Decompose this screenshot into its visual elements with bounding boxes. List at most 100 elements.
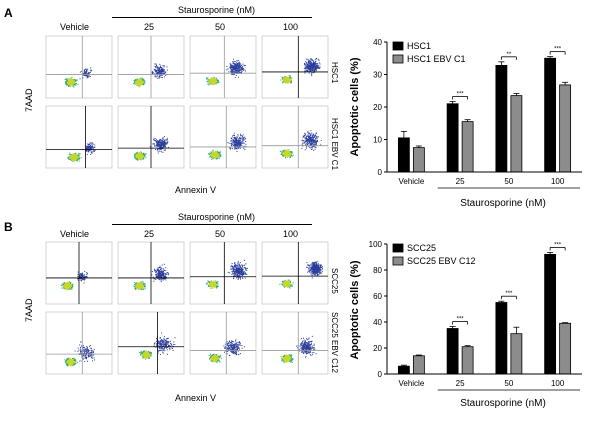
flow-dot bbox=[319, 67, 321, 69]
flow-dot bbox=[315, 141, 317, 143]
flow-dot bbox=[312, 69, 314, 71]
flow-dot bbox=[310, 130, 312, 132]
flow-dot bbox=[149, 146, 151, 148]
flow-dot bbox=[237, 63, 239, 65]
flow-dot bbox=[228, 142, 230, 144]
flow-dot bbox=[86, 150, 88, 152]
flow-dot bbox=[214, 153, 216, 155]
flow-dot bbox=[157, 77, 159, 79]
flow-dot bbox=[135, 155, 137, 157]
flow-dot bbox=[315, 142, 317, 144]
flow-dot bbox=[315, 138, 317, 140]
flow-dot bbox=[70, 78, 72, 80]
flow-dot bbox=[236, 71, 238, 73]
flow-dot bbox=[310, 140, 312, 142]
flow-dot bbox=[304, 64, 306, 66]
flow-dot bbox=[284, 151, 286, 153]
flow-dot bbox=[238, 147, 240, 149]
flow-dot bbox=[215, 79, 217, 81]
flow-dot bbox=[240, 135, 242, 137]
flow-dot bbox=[89, 71, 91, 73]
flow-dot bbox=[163, 72, 165, 74]
flow-dot bbox=[87, 77, 89, 79]
flow-dot bbox=[63, 285, 65, 287]
flow-dot bbox=[136, 158, 138, 160]
flow-dot bbox=[311, 66, 313, 68]
flow-dot bbox=[236, 143, 238, 145]
flow-dot bbox=[290, 156, 292, 158]
flow-dot bbox=[162, 137, 164, 139]
flow-dot bbox=[91, 142, 93, 144]
flow-dot bbox=[232, 62, 234, 64]
flow-dot bbox=[138, 79, 140, 81]
flow-dot bbox=[308, 132, 310, 134]
flow-dot bbox=[229, 63, 231, 65]
flow-dot bbox=[165, 139, 167, 141]
flow-dot bbox=[70, 281, 72, 283]
flow-dot bbox=[218, 155, 220, 157]
flow-dot bbox=[141, 154, 143, 156]
flow-dot bbox=[86, 273, 88, 275]
flow-dot bbox=[285, 82, 287, 84]
flow-dot bbox=[135, 156, 137, 158]
flow-dot bbox=[85, 68, 87, 70]
flow-dot bbox=[211, 155, 213, 157]
flow-dot bbox=[71, 157, 73, 159]
flow-dot bbox=[234, 66, 236, 68]
flow-dot bbox=[208, 84, 210, 86]
flow-dot bbox=[243, 145, 245, 147]
flow-dot bbox=[311, 70, 313, 72]
flow-dot bbox=[283, 154, 285, 156]
flow-dot bbox=[303, 140, 305, 142]
flow-dot bbox=[279, 150, 281, 152]
flow-dot bbox=[219, 156, 221, 158]
flow-dot bbox=[90, 147, 92, 149]
flow-dot bbox=[166, 137, 168, 139]
flow-dot bbox=[66, 286, 68, 288]
flow-dot bbox=[290, 77, 292, 79]
flow-dot bbox=[310, 63, 312, 65]
flow-dot bbox=[91, 152, 93, 154]
chart-a-ytick-label: 30 bbox=[373, 71, 382, 80]
flow-dot bbox=[301, 142, 303, 144]
flow-dot bbox=[161, 74, 163, 76]
flow-dot bbox=[162, 139, 164, 141]
flow-dot bbox=[67, 288, 69, 290]
flow-dot bbox=[243, 147, 245, 149]
flow-dot bbox=[238, 70, 240, 72]
flow-dot bbox=[65, 282, 67, 284]
flow-dot bbox=[72, 161, 74, 163]
flow-dot bbox=[82, 74, 84, 76]
flow-dot bbox=[155, 144, 157, 146]
flow-dot bbox=[216, 154, 218, 156]
flow-dot bbox=[283, 151, 285, 153]
flow-dot bbox=[218, 81, 220, 83]
flow-dot bbox=[90, 67, 92, 69]
flow-dot bbox=[231, 141, 233, 143]
flow-dot bbox=[244, 149, 246, 151]
flow-dot bbox=[309, 141, 311, 143]
flow-dot bbox=[155, 63, 157, 65]
flow-dot bbox=[240, 139, 242, 141]
flow-dot bbox=[308, 69, 310, 71]
flow-dot bbox=[235, 71, 237, 73]
flow-dot bbox=[239, 133, 241, 135]
flow-dot bbox=[158, 66, 160, 68]
flow-dot bbox=[139, 84, 141, 86]
flow-dot bbox=[160, 145, 162, 147]
flow-dot bbox=[234, 67, 236, 69]
flow-dot bbox=[62, 286, 64, 288]
flow-dot bbox=[88, 149, 90, 151]
flow-dot bbox=[74, 153, 76, 155]
flow-dot bbox=[288, 79, 290, 81]
flow-dot bbox=[162, 69, 164, 71]
flow-dot bbox=[134, 155, 136, 157]
flow-dot bbox=[238, 60, 240, 62]
flow-dot bbox=[136, 155, 138, 157]
flow-dot bbox=[85, 71, 87, 73]
flow-dot bbox=[66, 79, 68, 81]
flow-dot bbox=[231, 69, 233, 71]
flow-dot bbox=[213, 78, 215, 80]
flow-dot bbox=[233, 61, 235, 63]
